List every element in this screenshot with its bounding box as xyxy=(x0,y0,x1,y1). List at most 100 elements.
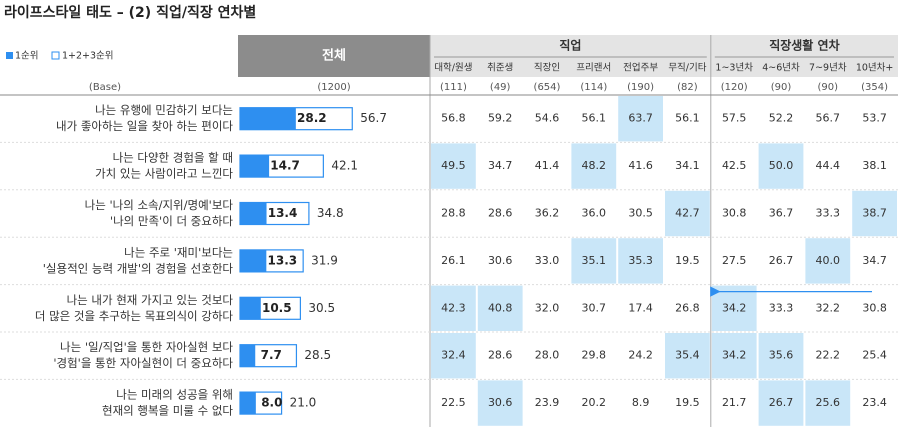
bar-rank1 xyxy=(240,155,270,178)
cell-value: 26.7 xyxy=(769,254,794,267)
row-label: 나는 '일/직업'을 통한 자아실현 보다 xyxy=(60,340,233,354)
highlight-cell xyxy=(665,333,710,379)
cell-value: 29.8 xyxy=(582,349,607,362)
cell-value: 35.3 xyxy=(628,254,653,267)
row-label: 나는 내가 현재 가지고 있는 것보다 xyxy=(67,293,234,307)
column-header: 프리랜서 xyxy=(576,63,611,74)
rank1-label: 14.7 xyxy=(270,159,300,173)
cell-value: 56.7 xyxy=(816,112,841,125)
group-header-bg xyxy=(430,35,898,77)
cell-value: 30.5 xyxy=(628,207,653,220)
cell-value: 36.7 xyxy=(769,207,794,220)
cell-value: 34.7 xyxy=(488,159,513,172)
cell-value: 42.3 xyxy=(441,301,466,314)
cell-value: 41.4 xyxy=(535,159,560,172)
column-header: 무직/기타 xyxy=(668,63,706,74)
highlight-cell xyxy=(618,96,663,142)
highlight-cell xyxy=(758,380,804,426)
cell-value: 22.5 xyxy=(441,396,466,409)
bar-rank1 xyxy=(240,392,256,415)
legend-swatch xyxy=(51,51,60,60)
base-total: (1200) xyxy=(317,82,350,93)
cell-value: 33.3 xyxy=(769,301,794,314)
row-label: '실용적인 능력 개발'의 경험을 선호한다 xyxy=(43,261,234,275)
cell-value: 42.7 xyxy=(675,207,700,220)
rank1-label: 8.0 xyxy=(261,396,282,410)
cell-value: 30.8 xyxy=(722,207,747,220)
highlight-cell xyxy=(758,143,804,189)
cell-value: 27.5 xyxy=(722,254,747,267)
column-header: 직장인 xyxy=(534,63,560,74)
cell-value: 17.4 xyxy=(628,301,653,314)
rank1-label: 10.5 xyxy=(262,301,292,315)
base-value: (90) xyxy=(818,82,839,93)
highlight-cell xyxy=(758,333,804,379)
base-value: (190) xyxy=(627,82,654,93)
column-header: 1~3년차 xyxy=(715,62,753,74)
column-header: 전업주부 xyxy=(623,62,658,74)
cell-value: 36.2 xyxy=(535,207,560,220)
rank1-label: 13.3 xyxy=(268,253,298,267)
cell-value: 20.2 xyxy=(582,396,607,409)
bar-rank1 xyxy=(240,344,256,367)
top3-label: 28.5 xyxy=(304,348,331,362)
base-value: (654) xyxy=(534,82,561,93)
cell-value: 30.6 xyxy=(488,396,513,409)
highlight-cell xyxy=(477,285,523,331)
bar-rank1 xyxy=(240,249,267,272)
cell-value: 35.1 xyxy=(582,254,607,267)
top3-label: 56.7 xyxy=(360,111,387,125)
cell-value: 56.8 xyxy=(441,112,466,125)
group-header: 직업 xyxy=(559,38,581,53)
cell-value: 53.7 xyxy=(862,112,887,125)
highlight-cell xyxy=(431,285,476,331)
cell-value: 30.7 xyxy=(582,301,607,314)
row-label: 더 많은 것을 추구하는 목표의식이 강하다 xyxy=(35,309,234,323)
cell-value: 25.6 xyxy=(816,396,841,409)
base-label: (Base) xyxy=(89,82,121,93)
highlight-cell xyxy=(805,380,851,426)
cell-value: 33.3 xyxy=(816,207,841,220)
total-header: 전체 xyxy=(322,48,346,64)
cell-value: 28.0 xyxy=(535,349,560,362)
top3-label: 42.1 xyxy=(331,159,358,173)
row-label: '나의 만족'이 더 중요하다 xyxy=(110,214,234,228)
cell-value: 33.0 xyxy=(535,254,560,267)
cell-value: 32.4 xyxy=(441,349,466,362)
cell-value: 63.7 xyxy=(628,112,653,125)
row-label: 나는 유행에 민감하기 보다는 xyxy=(95,103,233,117)
cell-value: 19.5 xyxy=(675,254,700,267)
cell-value: 28.6 xyxy=(488,349,513,362)
cell-value: 50.0 xyxy=(769,159,794,172)
row-label: 가치 있는 사람이라고 느낀다 xyxy=(95,167,233,181)
cell-value: 25.4 xyxy=(862,349,887,362)
highlight-cell xyxy=(852,190,897,237)
legend-swatch xyxy=(6,52,13,59)
highlight-cell xyxy=(477,380,523,426)
column-header: 대학/원생 xyxy=(434,63,472,74)
highlight-cell xyxy=(571,143,617,189)
cell-value: 35.4 xyxy=(675,349,700,362)
highlight-cell xyxy=(711,333,757,379)
cell-value: 24.2 xyxy=(628,349,653,362)
cell-value: 40.0 xyxy=(816,254,841,267)
row-label: 내가 좋아하는 일을 찾아 하는 편이다 xyxy=(56,119,233,133)
highlight-cell xyxy=(431,333,476,379)
cell-value: 40.8 xyxy=(488,301,513,314)
base-value: (90) xyxy=(771,82,792,93)
highlight-cell xyxy=(665,190,710,237)
cell-value: 38.1 xyxy=(862,159,887,172)
cell-value: 30.6 xyxy=(488,254,513,267)
cell-value: 23.4 xyxy=(862,396,887,409)
highlight-cell xyxy=(805,238,851,284)
cell-value: 41.6 xyxy=(628,159,653,172)
cell-value: 34.1 xyxy=(675,159,700,172)
cell-value: 26.7 xyxy=(769,396,794,409)
row-label: '경험'을 통한 자아실현이 더 중요하다 xyxy=(53,356,233,370)
top3-label: 21.0 xyxy=(290,396,317,410)
top3-label: 31.9 xyxy=(311,253,338,267)
base-value: (111) xyxy=(440,82,467,93)
highlight-cell xyxy=(618,238,663,284)
base-value: (114) xyxy=(580,82,607,93)
